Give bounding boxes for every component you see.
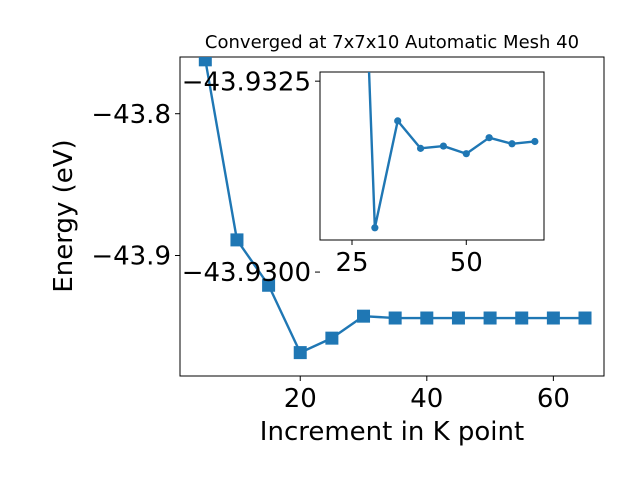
- main-data-point: [325, 331, 339, 345]
- inset-x-tick-label: 50: [450, 248, 483, 278]
- inset-plot-frame: [319, 71, 545, 241]
- inset-data-point: [416, 144, 425, 152]
- main-x-tick-label: 20: [284, 384, 317, 414]
- inset-y-tick-label: −43.9325: [182, 67, 311, 97]
- main-x-tick-label: 60: [537, 384, 570, 414]
- inset-tick-group: 25 50 −43.9325 −43.9300: [182, 67, 483, 288]
- inset-y-tick-label: −43.9300: [182, 258, 311, 288]
- main-data-point: [483, 311, 497, 325]
- main-data-point: [262, 278, 276, 292]
- inset-data-point: [531, 137, 539, 146]
- inset-data-point: [439, 142, 448, 150]
- main-data-point: [515, 311, 529, 325]
- x-axis-label: Increment in K point: [260, 417, 524, 447]
- main-data-point: [546, 311, 560, 325]
- chart-title: Converged at 7x7x10 Automatic Mesh 40: [205, 32, 579, 53]
- inset-data-point: [394, 117, 402, 125]
- main-data-point: [293, 346, 307, 360]
- main-x-tick-label: 40: [410, 384, 443, 414]
- inset-data-point: [371, 224, 379, 232]
- main-data-point: [578, 311, 592, 325]
- main-data-point: [230, 233, 244, 247]
- inset-data-point: [462, 150, 470, 158]
- inset-data-point: [485, 134, 493, 142]
- inset-plot-area: 25 50 −43.9325 −43.9300: [182, 67, 545, 288]
- inset-x-tick-label: 25: [335, 248, 368, 278]
- main-data-point: [388, 311, 402, 325]
- main-data-point: [451, 311, 465, 325]
- main-tick-group: 20 40 60 −43.8 −43.9: [91, 100, 570, 414]
- inset-series-group: [367, 72, 539, 232]
- y-axis-label: Energy (eV): [49, 139, 79, 292]
- main-data-point: [198, 57, 212, 67]
- main-y-tick-label: −43.8: [91, 100, 171, 130]
- main-data-point: [420, 311, 434, 325]
- main-y-tick-label: −43.9: [91, 242, 171, 272]
- inset-data-point: [508, 140, 516, 148]
- main-series-group: [198, 57, 592, 360]
- main-data-point: [357, 309, 371, 323]
